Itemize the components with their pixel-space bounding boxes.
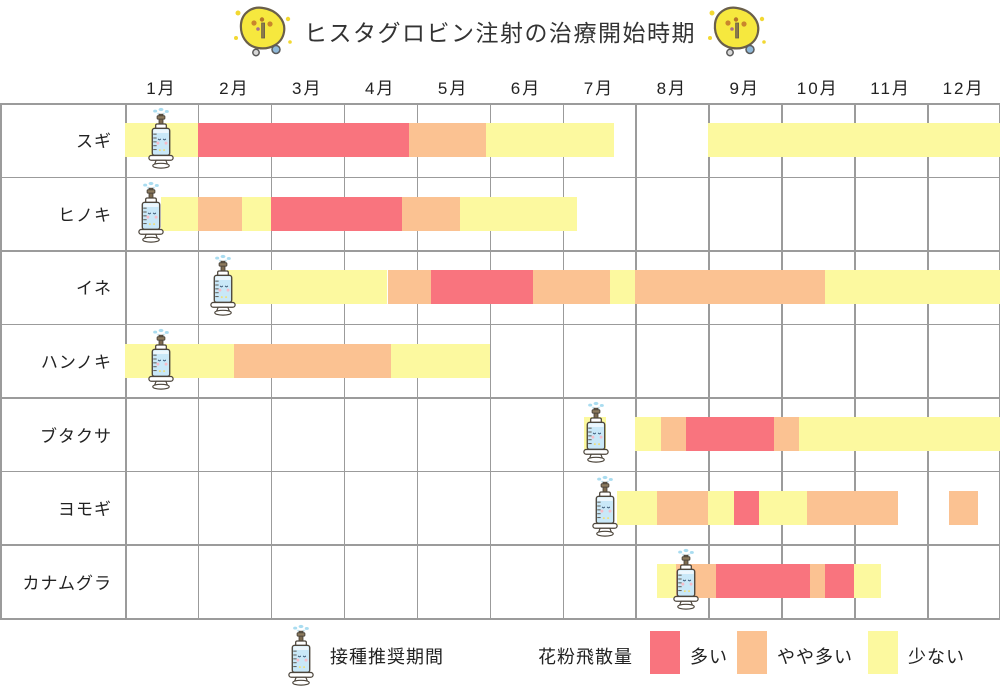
pollen-bar-mid — [635, 270, 825, 305]
pollen-bar-mid — [409, 123, 486, 157]
pollen-bar-mid — [806, 490, 898, 525]
row-label-5: ブタクサ — [40, 426, 112, 446]
grid-row-line — [0, 397, 1000, 399]
grid-row-line — [0, 323, 1000, 326]
pollen-bar-high — [686, 417, 774, 452]
pollen-bar-mid — [948, 490, 979, 525]
pollen-bar-low — [125, 343, 235, 378]
month-label-11: 11月 — [870, 79, 911, 98]
pollen-bar-low — [708, 490, 734, 525]
pollen-bar-low — [241, 196, 271, 231]
grid-column-line — [562, 103, 564, 618]
pollen-bar-mid — [234, 343, 392, 378]
row-label-6: ヨモギ — [58, 500, 112, 520]
row-label-4: ハンノキ — [40, 352, 112, 372]
month-label-8: 8月 — [656, 79, 688, 98]
grid-column-line — [489, 103, 492, 618]
month-label-2: 2月 — [219, 79, 250, 98]
pollen-bar-high — [270, 196, 403, 231]
month-label-6: 6月 — [510, 79, 542, 98]
legend-syringe-label: 接種推奨期間 — [330, 647, 444, 667]
syringe-icon — [208, 254, 238, 316]
syringe-icon — [146, 107, 176, 169]
grid-row-line — [0, 250, 1000, 252]
pollen-bar-mid — [810, 564, 825, 599]
pollen-bar-low — [708, 123, 1000, 157]
pollen-bar-low — [485, 123, 614, 157]
pollen-bar-mid — [533, 270, 610, 305]
month-label-4: 4月 — [364, 79, 396, 98]
legend-label-high: 多い — [690, 647, 728, 667]
pollen-bar-low — [657, 564, 676, 599]
row-label-3: イネ — [76, 279, 112, 299]
syringe-icon — [146, 328, 176, 390]
pollen-bar-high — [715, 564, 811, 599]
syringe-icon — [136, 181, 166, 243]
pollen-bar-high — [733, 490, 760, 525]
month-label-3: 3月 — [292, 79, 323, 98]
grid-row-line — [0, 176, 1000, 179]
grid-row-line — [0, 470, 1000, 473]
legend-pollen-label: 花粉飛散量 — [538, 647, 633, 667]
legend-swatch-high — [650, 631, 680, 674]
pollen-bar-low — [161, 196, 198, 231]
grid-column-line — [0, 103, 2, 618]
legend-swatch-mid — [737, 631, 767, 674]
row-label-2: ヒノキ — [58, 205, 112, 225]
syringe-icon — [671, 548, 701, 611]
grid-row-line — [0, 618, 1000, 620]
pollen-bar-mid — [197, 196, 242, 231]
syringe-icon — [581, 401, 611, 463]
month-label-12: 12月 — [942, 79, 985, 98]
legend-swatch-low — [868, 631, 898, 674]
grid-row-line — [0, 544, 1000, 546]
pollen-character-icon — [706, 4, 768, 58]
month-label-5: 5月 — [437, 79, 469, 98]
month-label-7: 7月 — [583, 79, 615, 98]
row-label-1: スギ — [76, 132, 112, 152]
month-label-1: 1月 — [146, 79, 177, 98]
pollen-bar-mid — [402, 196, 461, 231]
pollen-bar-high — [825, 564, 855, 599]
month-label-10: 10月 — [796, 79, 839, 98]
grid-column-line — [635, 103, 637, 618]
grid-column-line — [854, 103, 856, 618]
pollen-bar-low — [617, 490, 658, 525]
syringe-icon — [590, 475, 620, 537]
month-label-9: 9月 — [729, 79, 761, 98]
title-row: ヒスタグロビン注射の治療開始時期 — [0, 2, 1000, 60]
pollen-bar-mid — [657, 490, 709, 525]
pollen-bar-mid — [387, 270, 432, 305]
grid-column-line — [927, 103, 929, 618]
legend-label-mid: やや多い — [777, 647, 853, 667]
pollen-bar-mid — [773, 417, 800, 452]
grid-column-line — [708, 103, 710, 618]
pollen-bar-low — [609, 270, 636, 305]
row-label-7: カナムグラ — [22, 573, 112, 593]
pollen-bar-low — [635, 417, 661, 452]
pollen-bar-low — [799, 417, 1000, 452]
pollen-bar-low — [227, 270, 388, 305]
pollen-bar-high — [197, 123, 410, 157]
grid-column-line — [781, 103, 783, 618]
grid-row-line — [0, 103, 1000, 105]
pollen-character-icon — [232, 4, 294, 58]
pollen-bar-low — [854, 564, 882, 599]
grid-column-line — [998, 103, 1000, 618]
legend-label-low: 少ない — [908, 647, 965, 667]
pollen-bar-low — [759, 490, 807, 525]
pollen-bar-mid — [660, 417, 687, 452]
pollen-bar-low — [460, 196, 578, 231]
syringe-icon — [286, 624, 316, 686]
page-title: ヒスタグロビン注射の治療開始時期 — [304, 20, 696, 46]
pollen-bar-high — [431, 270, 534, 305]
pollen-bar-low — [391, 343, 490, 378]
pollen-bar-low — [825, 270, 1000, 305]
